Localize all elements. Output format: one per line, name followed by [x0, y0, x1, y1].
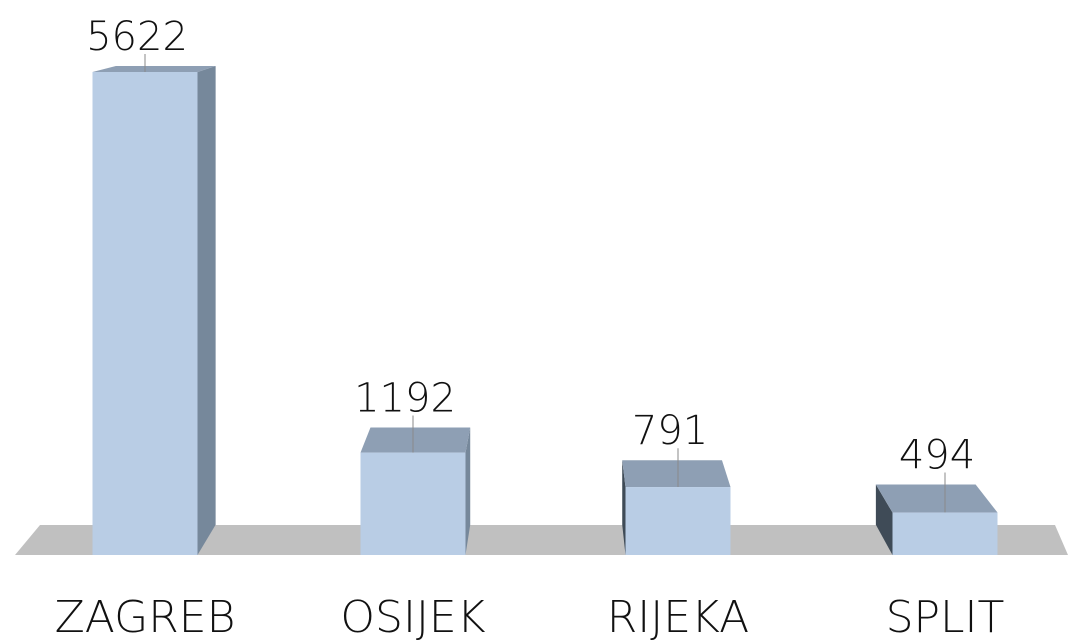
bar-side [875, 484, 893, 555]
value-label: 494 [899, 432, 975, 478]
value-label: 791 [632, 408, 708, 454]
bar-front [892, 512, 998, 555]
bar-side [197, 65, 216, 555]
x-tick-label: OSIJEK [340, 592, 485, 640]
bar-top [92, 65, 216, 72]
bar-front [360, 452, 466, 555]
bar-side [465, 427, 471, 555]
bar-top [360, 427, 471, 453]
bar-side [622, 460, 626, 555]
value-label: 5622 [86, 14, 188, 60]
bar-front [625, 487, 731, 555]
bar [360, 427, 471, 555]
floor [15, 525, 1068, 555]
x-tick-label: RIJEKA [607, 592, 750, 640]
bar [622, 460, 731, 555]
value-label: 1192 [354, 376, 456, 422]
x-tick-label: SPLIT [886, 592, 1005, 640]
bar-top [875, 484, 998, 513]
bar-top [622, 460, 731, 488]
bar [875, 484, 998, 555]
bar-front [92, 72, 198, 555]
x-tick-label: ZAGREB [55, 592, 236, 640]
bar [92, 65, 216, 555]
